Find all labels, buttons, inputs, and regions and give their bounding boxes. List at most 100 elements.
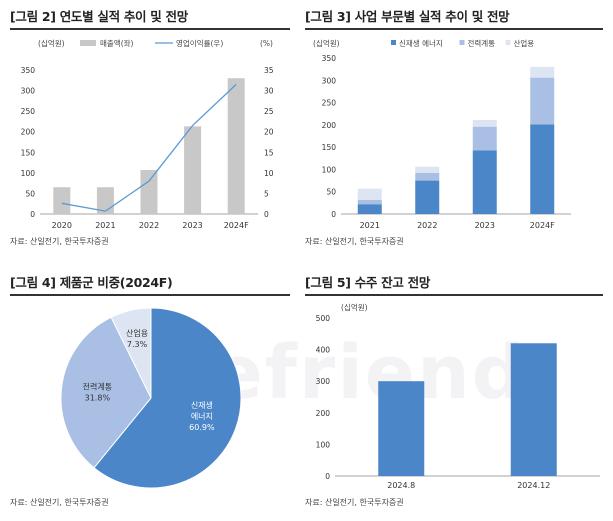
backlog-bar — [510, 343, 557, 476]
figure-5-title-rule — [305, 294, 603, 296]
y-tick-label: 100 — [316, 440, 331, 449]
figure-5-source: 자료: 산일전기, 한국투자증권 — [305, 498, 404, 507]
revenue-bar — [227, 78, 245, 214]
pie-slice-label: 에너지 — [191, 411, 213, 421]
left-y-tick-label: 150 — [21, 148, 36, 157]
figure-5-title: [그림 5] 수주 잔고 전망 — [305, 275, 431, 290]
y-tick-label: 100 — [322, 165, 337, 174]
left-y-tick-label: 300 — [21, 87, 36, 96]
figure-4-title-rule — [10, 294, 290, 296]
figure-3-panel: [그림 3] 사업 부문별 실적 추이 및 전망 (십억원) 0 50 100 150 2… — [305, 6, 605, 246]
x-tick-label: 2020 — [52, 221, 72, 230]
legend-revenue-label: 매출액(좌) — [100, 38, 134, 48]
right-y-tick-label: 10 — [264, 169, 274, 178]
stacked-bar-segment — [472, 150, 497, 214]
y-tick-label: 0 — [325, 472, 330, 481]
x-tick-label: 2023 — [475, 221, 495, 230]
operating-margin-line — [61, 83, 237, 212]
left-y-tick-label: 0 — [30, 210, 35, 219]
backlog-bar — [378, 381, 425, 476]
y-tick-label: 250 — [322, 99, 337, 108]
left-y-tick-label: 200 — [21, 128, 36, 137]
y-tick-label: 0 — [331, 210, 336, 219]
legend-margin-label: 영업이익률(우) — [176, 38, 223, 48]
left-unit-label: (십억원) — [38, 39, 65, 48]
revenue-bar — [96, 187, 114, 214]
stacked-bar-segment — [415, 180, 440, 214]
figure-2-title-rule — [10, 28, 290, 30]
legend-revenue-swatch — [80, 40, 96, 46]
legend-swatch — [505, 40, 511, 45]
x-tick-label: 2024F — [224, 221, 249, 230]
left-y-tick-label: 350 — [21, 66, 36, 75]
figure-2-title: [그림 2] 연도별 실적 추이 및 전망 — [10, 9, 188, 24]
legend-label: 전력계통 — [468, 38, 496, 48]
right-y-tick-label: 5 — [264, 189, 269, 198]
revenue-bar — [53, 187, 71, 214]
revenue-bar — [140, 169, 158, 214]
y-tick-label: 50 — [326, 188, 336, 197]
y-tick-label: 200 — [316, 409, 331, 418]
pie-slice-label: 신재생 — [191, 400, 213, 410]
y-tick-label: 150 — [322, 143, 337, 152]
right-y-tick-label: 0 — [264, 210, 269, 219]
stacked-bar-segment — [415, 172, 440, 181]
x-tick-label: 2024F — [530, 221, 555, 230]
x-tick-label: 2024.8 — [387, 481, 415, 490]
unit-label: (십억원) — [313, 39, 340, 48]
figure-2-source: 자료: 산일전기, 한국투자증권 — [10, 237, 109, 246]
pie-slice-label: 산업용 — [126, 328, 148, 338]
stacked-bar-segment — [530, 124, 555, 214]
legend-swatch — [459, 40, 465, 45]
legend-label: 신재생 에너지 — [399, 38, 443, 48]
x-tick-label: 2024.12 — [517, 481, 550, 490]
figure-2-panel: [그림 2] 연도별 실적 추이 및 전망 (십억원) (%) 0 50 100 150 2… — [10, 6, 292, 246]
pie-slice-label: 전력계통 — [83, 381, 112, 391]
pie-slice — [60, 316, 152, 469]
y-tick-label: 300 — [316, 377, 331, 386]
y-tick-label: 350 — [322, 54, 337, 63]
stacked-bar-segment — [357, 199, 382, 205]
figure-2-chart: (십억원) (%) 0 50 100 150 200 250 300 350 0 5 10 15 20 25 3… — [21, 38, 274, 230]
stacked-bar-segment — [415, 166, 440, 173]
y-tick-label: 300 — [322, 76, 337, 85]
revenue-bar — [184, 126, 202, 214]
unit-label: (십억원) — [341, 303, 368, 312]
left-y-tick-label: 250 — [21, 107, 36, 116]
x-tick-label: 2022 — [139, 221, 159, 230]
figure-3-source: 자료: 산일전기, 한국투자증권 — [305, 237, 404, 246]
pie-slice — [93, 307, 242, 489]
right-unit-label: (%) — [260, 39, 273, 48]
x-tick-label: 2023 — [182, 221, 202, 230]
left-y-tick-label: 100 — [21, 169, 36, 178]
figure-3-chart: (십억원) 0 50 100 150 200 250 300 350 2021 2022 2023 20… — [313, 38, 571, 230]
legend-label: 산업용 — [514, 38, 535, 48]
pie-slice-label: 7.3% — [127, 340, 148, 349]
figure-4-title: [그림 4] 제품군 비중(2024F) — [10, 275, 173, 290]
stacked-bar-segment — [472, 126, 497, 151]
figure-5-chart: (십억원) 0 100 200 300 400 500 2024.8 2024.12 — [316, 303, 600, 490]
stacked-bar-segment — [357, 188, 382, 200]
right-y-tick-label: 30 — [264, 87, 274, 96]
stacked-bar-segment — [530, 77, 555, 125]
x-tick-label: 2021 — [95, 221, 115, 230]
y-tick-label: 500 — [316, 314, 331, 323]
pie-slice — [110, 307, 152, 399]
y-tick-label: 200 — [322, 121, 337, 130]
y-tick-label: 400 — [316, 346, 331, 355]
stacked-bar-segment — [357, 204, 382, 214]
right-y-tick-label: 20 — [264, 128, 274, 137]
stacked-bar-segment — [530, 66, 555, 78]
figure-5-panel: [그림 5] 수주 잔고 전망 (십억원) 0 100 200 300 400 500 202… — [305, 272, 605, 517]
figure-4-panel: [그림 4] 제품군 비중(2024F) 신재생 에너지 60.9% 전력계통 31.8… — [10, 272, 292, 517]
pie-slice-label: 60.9% — [189, 423, 215, 432]
right-y-tick-label: 25 — [264, 107, 274, 116]
right-y-tick-label: 15 — [264, 148, 274, 157]
stacked-bar-segment — [472, 119, 497, 127]
figure-3-title: [그림 3] 사업 부문별 실적 추이 및 전망 — [305, 9, 510, 24]
right-y-tick-label: 35 — [264, 66, 274, 75]
x-tick-label: 2021 — [360, 221, 380, 230]
legend-swatch — [391, 40, 396, 45]
left-y-tick-label: 50 — [25, 189, 35, 198]
